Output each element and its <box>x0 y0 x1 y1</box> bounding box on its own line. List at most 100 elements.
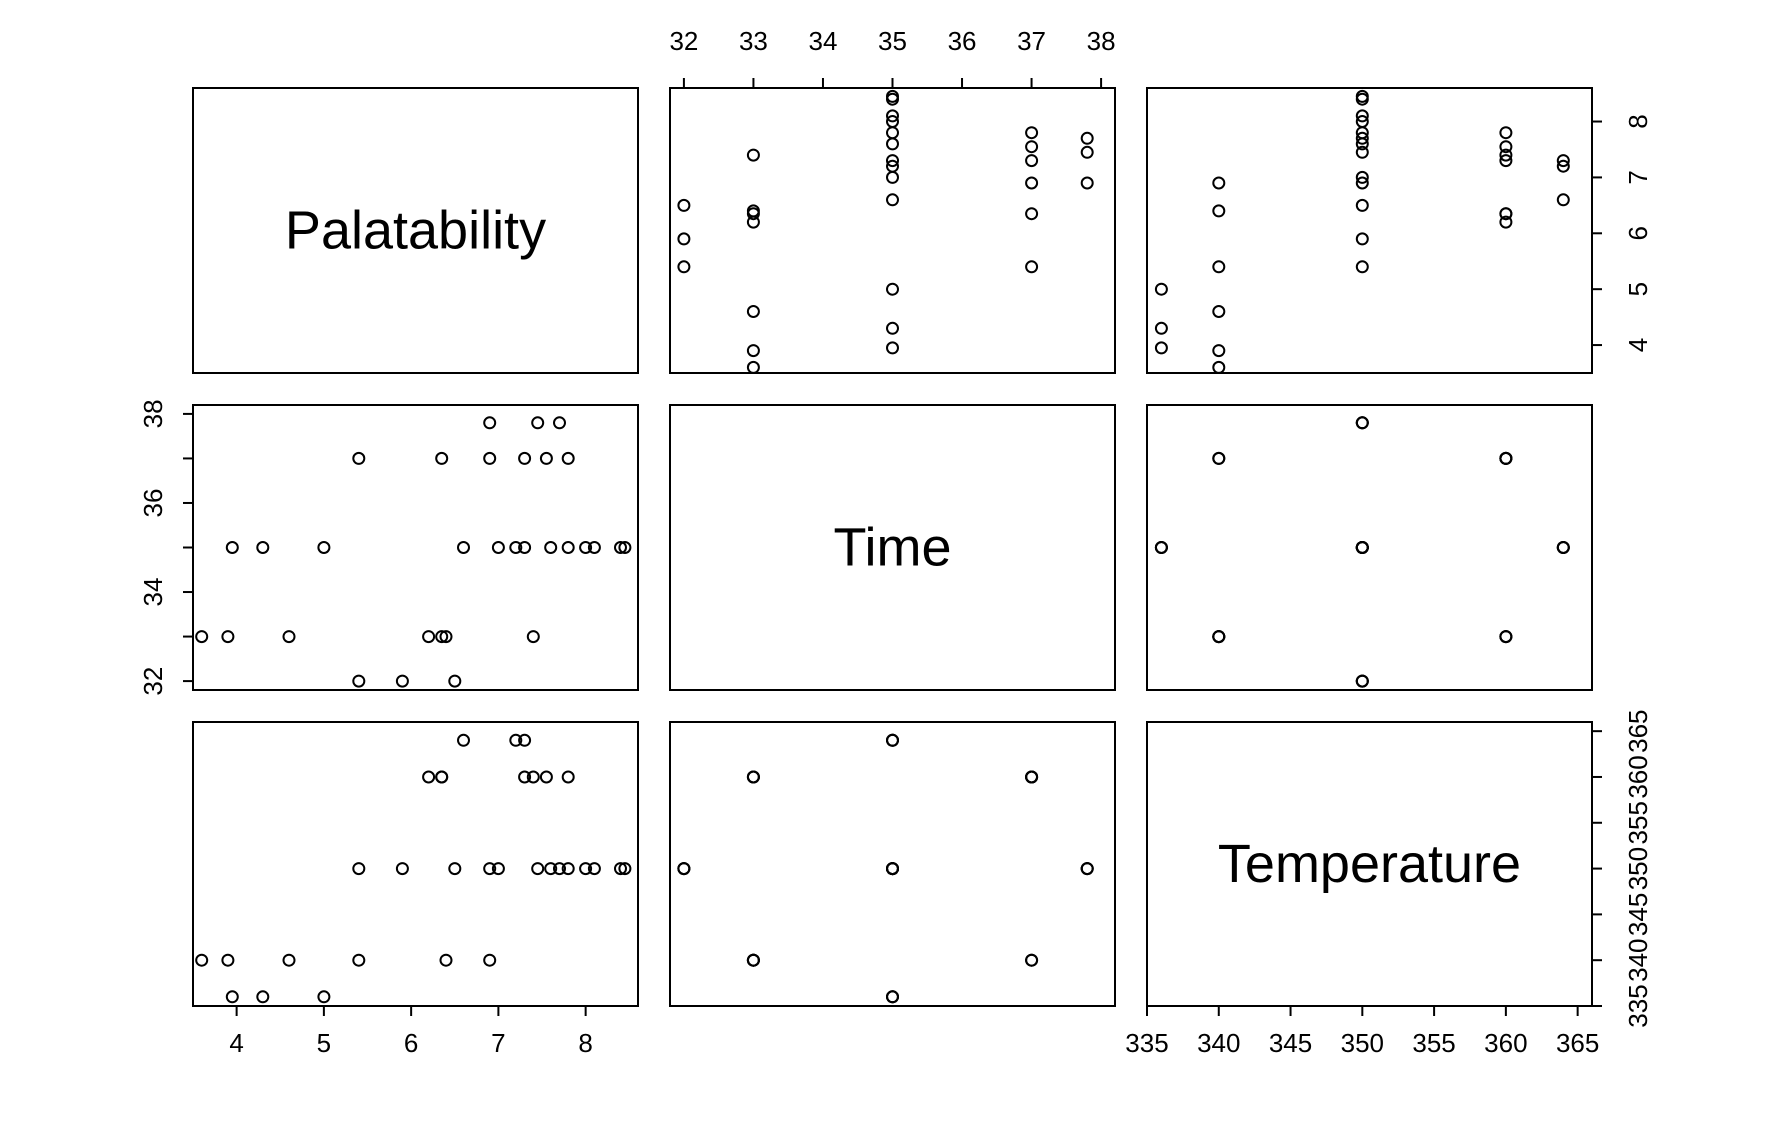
point-palatability-vs-time-28 <box>1025 126 1039 140</box>
point-temperature-vs-palatability-13 <box>457 733 470 747</box>
y-tick-label-right-palatability-4: 4 <box>1623 338 1653 352</box>
point-temperature-vs-palatability-31 <box>553 862 566 876</box>
y-tick-label-right-temperature-335: 335 <box>1623 984 1653 1027</box>
y-tick-label-right-palatability-5: 5 <box>1623 282 1653 296</box>
x-tick-label-bottom-temperature-345: 345 <box>1269 1028 1312 1058</box>
point-temperature-vs-palatability-7 <box>422 770 436 784</box>
point-temperature-vs-time-15 <box>886 733 899 747</box>
x-tick-label-bottom-palatability-7: 7 <box>491 1028 505 1058</box>
x-tick-label-bottom-temperature-360: 360 <box>1484 1028 1527 1058</box>
point-palatability-vs-time-24 <box>1025 176 1039 190</box>
x-tick-label-bottom-temperature-365: 365 <box>1556 1028 1599 1058</box>
point-palatability-vs-time-1 <box>677 232 691 246</box>
point-time-vs-temperature-9 <box>1499 630 1513 644</box>
point-palatability-vs-temperature-19 <box>1355 115 1369 128</box>
point-palatability-vs-temperature-0 <box>1355 260 1369 274</box>
point-time-vs-palatability-27 <box>539 451 553 465</box>
point-palatability-vs-temperature-24 <box>1212 176 1226 190</box>
y-tick-label-right-temperature-360: 360 <box>1623 755 1653 798</box>
point-palatability-vs-temperature-1 <box>1355 232 1369 246</box>
point-palatability-vs-time-29 <box>1080 176 1094 190</box>
x-tick-label-top-time-33: 33 <box>739 26 768 56</box>
point-temperature-vs-time-22 <box>886 862 899 876</box>
point-time-vs-palatability-10 <box>225 541 239 554</box>
point-palatability-vs-time-20 <box>886 109 899 123</box>
point-temperature-vs-palatability-1 <box>395 862 409 876</box>
point-palatability-vs-time-9 <box>746 148 760 162</box>
point-palatability-vs-temperature-14 <box>1556 159 1570 173</box>
point-temperature-vs-palatability-18 <box>561 862 575 876</box>
point-time-vs-temperature-2 <box>1355 674 1369 688</box>
point-palatability-vs-time-30 <box>1080 145 1094 159</box>
point-time-vs-palatability-14 <box>509 541 523 554</box>
y-tick-label-right-temperature-345: 345 <box>1623 893 1653 936</box>
point-palatability-vs-temperature-23 <box>1212 260 1226 274</box>
point-time-vs-palatability-2 <box>448 674 462 688</box>
point-palatability-vs-time-0 <box>677 260 691 274</box>
panel-time-vs-time <box>669 404 1116 691</box>
point-temperature-vs-palatability-10 <box>225 990 239 1004</box>
point-time-vs-palatability-6 <box>439 630 453 644</box>
point-temperature-vs-palatability-25 <box>435 770 449 784</box>
x-tick-label-bottom-palatability-5: 5 <box>317 1028 331 1058</box>
diagonal-label-temperature: Temperature <box>1218 834 1521 894</box>
point-palatability-vs-temperature-13 <box>1556 193 1570 207</box>
x-tick-label-top-time-32: 32 <box>669 26 698 56</box>
point-time-vs-palatability-11 <box>256 541 270 554</box>
point-palatability-vs-temperature-29 <box>1355 176 1369 190</box>
point-time-vs-palatability-24 <box>483 451 497 465</box>
point-time-vs-palatability-13 <box>457 541 470 554</box>
point-temperature-vs-palatability-11 <box>256 990 270 1004</box>
point-temperature-vs-time-2 <box>677 862 691 876</box>
point-palatability-vs-time-3 <box>746 360 760 374</box>
point-time-vs-palatability-18 <box>561 541 575 554</box>
point-palatability-vs-temperature-22 <box>1355 89 1369 103</box>
point-temperature-vs-time-28 <box>1025 770 1039 784</box>
point-time-vs-palatability-12 <box>317 541 331 554</box>
point-time-vs-palatability-23 <box>352 451 366 465</box>
point-palatability-vs-time-10 <box>886 341 899 355</box>
point-time-vs-palatability-22 <box>618 541 632 554</box>
point-palatability-vs-temperature-5 <box>1212 305 1226 318</box>
y-tick-label-left-time-34: 34 <box>138 578 168 607</box>
point-palatability-vs-temperature-4 <box>1212 344 1226 358</box>
point-time-vs-palatability-25 <box>435 451 449 465</box>
y-tick-label-right-temperature-340: 340 <box>1623 938 1653 981</box>
point-temperature-vs-palatability-29 <box>483 862 497 876</box>
point-temperature-vs-palatability-15 <box>518 733 532 747</box>
point-time-vs-palatability-21 <box>614 541 627 554</box>
point-temperature-vs-time-12 <box>886 990 899 1004</box>
point-temperature-vs-palatability-9 <box>526 770 540 784</box>
point-palatability-vs-temperature-28 <box>1499 126 1513 140</box>
y-tick-label-left-time-38: 38 <box>138 399 168 428</box>
point-temperature-vs-palatability-5 <box>282 953 296 967</box>
point-palatability-vs-temperature-15 <box>1556 154 1570 168</box>
point-temperature-vs-palatability-3 <box>195 953 209 967</box>
point-time-vs-temperature-12 <box>1154 541 1168 554</box>
x-tick-label-bottom-temperature-335: 335 <box>1125 1028 1168 1058</box>
point-palatability-vs-temperature-6 <box>1212 204 1226 218</box>
point-palatability-vs-temperature-2 <box>1355 198 1369 212</box>
point-temperature-vs-palatability-2 <box>448 862 462 876</box>
point-palatability-vs-time-22 <box>886 89 899 103</box>
point-time-vs-palatability-16 <box>491 541 505 554</box>
point-time-vs-palatability-29 <box>483 416 497 430</box>
point-time-vs-temperature-31 <box>1355 416 1369 430</box>
panel-palatability-vs-temperature <box>1146 87 1593 374</box>
point-time-vs-palatability-9 <box>526 630 540 644</box>
point-time-vs-palatability-5 <box>282 630 296 644</box>
point-palatability-vs-time-12 <box>886 282 899 296</box>
point-time-vs-temperature-22 <box>1355 541 1369 554</box>
point-temperature-vs-palatability-17 <box>544 862 558 876</box>
point-palatability-vs-temperature-30 <box>1355 145 1369 159</box>
y-tick-label-right-palatability-8: 8 <box>1623 114 1653 128</box>
y-tick-label-left-time-32: 32 <box>138 667 168 696</box>
point-palatability-vs-temperature-27 <box>1499 140 1513 154</box>
diagonal-label-time: Time <box>834 518 952 578</box>
x-tick-label-bottom-palatability-6: 6 <box>404 1028 418 1058</box>
point-palatability-vs-time-26 <box>1025 154 1039 168</box>
point-palatability-vs-time-7 <box>746 215 760 229</box>
point-palatability-vs-time-17 <box>886 137 899 151</box>
point-palatability-vs-time-23 <box>1025 260 1039 274</box>
point-palatability-vs-time-11 <box>886 321 899 335</box>
